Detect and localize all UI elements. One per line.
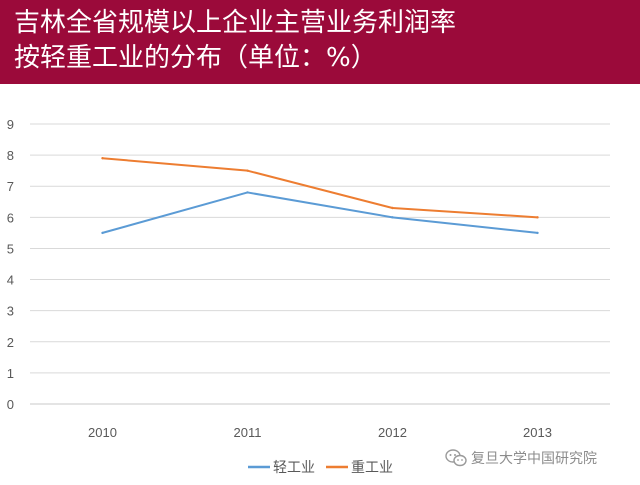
- data-point: [101, 157, 104, 160]
- series-line-0: [101, 191, 539, 234]
- chart-title-line-1: 吉林全省规模以上企业主营业务利润率: [14, 8, 457, 38]
- wechat-icon: [445, 449, 467, 467]
- y-tick-label: 5: [7, 241, 14, 256]
- data-point: [391, 216, 394, 219]
- data-point: [246, 169, 249, 172]
- watermark: 复旦大学中国研究院: [445, 446, 597, 470]
- data-point: [246, 191, 249, 194]
- y-tick-label: 2: [7, 335, 14, 350]
- y-tick-label: 0: [7, 397, 14, 412]
- x-tick-label: 2012: [378, 425, 407, 440]
- y-tick-label: 7: [7, 179, 14, 194]
- x-tick-label: 2011: [234, 425, 262, 440]
- y-tick-label: 9: [7, 117, 14, 132]
- y-tick-label: 8: [7, 148, 14, 163]
- data-point: [391, 206, 394, 210]
- legend-label: 轻工业: [273, 460, 315, 476]
- title-banner: 吉林全省规模以上企业主营业务利润率 按轻重工业的分布（单位：%）: [0, 0, 640, 84]
- y-tick-label: 1: [7, 366, 14, 381]
- data-point: [536, 216, 539, 219]
- y-tick-label: 4: [7, 273, 14, 288]
- y-tick-label: 6: [7, 210, 14, 225]
- legend-label: 重工业: [351, 460, 393, 476]
- x-tick-label: 2013: [523, 425, 552, 440]
- series-line-1: [101, 157, 539, 219]
- x-tick-label: 2010: [88, 425, 117, 440]
- data-point: [536, 231, 539, 235]
- data-point: [101, 231, 104, 235]
- line-chart: 0 1 2 3 4 5 6 7 8 9 2010 2011 2012 2013 轻工业 重工业: [7, 117, 610, 476]
- watermark-text: 复旦大学中国研究院: [471, 451, 597, 467]
- chart-title-line-2: 按轻重工业的分布（单位：%）: [14, 43, 377, 73]
- y-tick-label: 3: [7, 304, 14, 319]
